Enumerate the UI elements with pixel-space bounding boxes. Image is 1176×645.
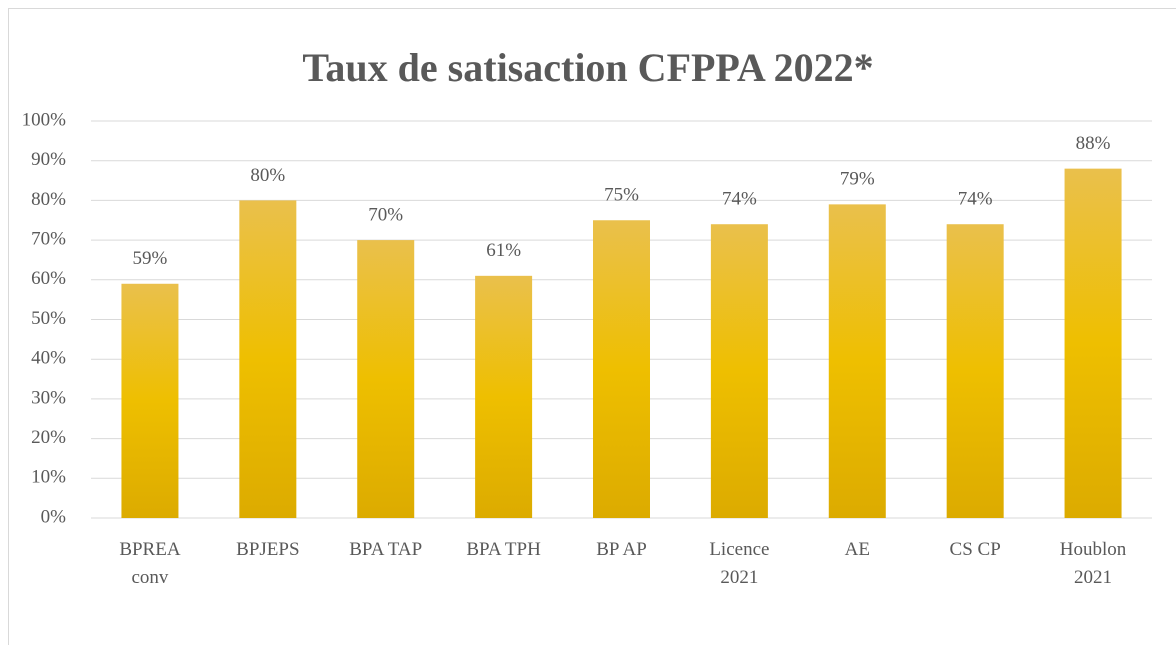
y-tick-label: 30% xyxy=(31,387,66,408)
chart-border xyxy=(8,8,1176,645)
bar xyxy=(121,283,179,518)
y-tick-label: 100% xyxy=(22,109,67,130)
bar xyxy=(475,275,533,518)
value-label: 70% xyxy=(368,204,403,225)
x-tick-label: Licence 2021 xyxy=(709,539,770,588)
x-tick-label: BPA TPH xyxy=(466,539,541,560)
y-tick-label: 40% xyxy=(31,348,66,369)
bar xyxy=(1064,168,1122,518)
bar xyxy=(357,240,415,518)
y-tick-label: 10% xyxy=(31,467,66,488)
y-tick-label: 0% xyxy=(41,506,67,527)
value-label: 59% xyxy=(133,248,168,269)
value-label: 75% xyxy=(604,185,639,206)
bar xyxy=(828,204,886,518)
chart-title: Taux de satisaction CFPPA 2022* xyxy=(302,45,873,90)
value-label: 79% xyxy=(840,169,875,190)
bar xyxy=(239,200,297,518)
x-tick-label: CS CP xyxy=(949,539,1001,560)
bar xyxy=(946,224,1004,518)
x-tick-label: BPA TAP xyxy=(349,539,423,560)
value-label: 88% xyxy=(1076,133,1111,154)
x-tick-label: BPREA conv xyxy=(119,539,181,588)
y-tick-label: 70% xyxy=(31,228,66,249)
x-tick-label: BP AP xyxy=(596,539,647,560)
x-tick-label: Houblon 2021 xyxy=(1059,539,1127,588)
x-tick-label: AE xyxy=(844,539,870,560)
y-tick-label: 20% xyxy=(31,427,66,448)
value-label: 61% xyxy=(486,240,521,261)
y-tick-label: 80% xyxy=(31,189,66,210)
y-tick-label: 90% xyxy=(31,149,66,170)
y-tick-label: 50% xyxy=(31,308,66,329)
bar xyxy=(710,224,768,518)
value-label: 80% xyxy=(250,165,285,186)
value-label: 74% xyxy=(958,189,993,210)
x-tick-label: BPJEPS xyxy=(236,539,300,560)
y-tick-label: 60% xyxy=(31,268,66,289)
value-label: 74% xyxy=(722,189,757,210)
bar xyxy=(593,220,650,518)
